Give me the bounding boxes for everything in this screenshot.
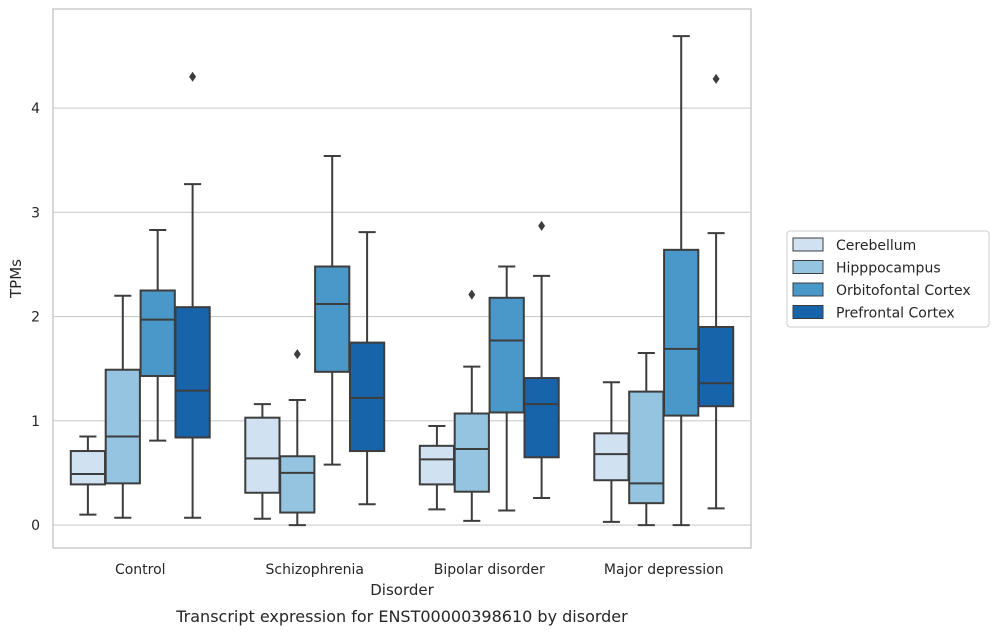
legend-label: Prefrontal Cortex (836, 306, 955, 322)
box-body (488, 296, 525, 414)
legend-label: Orbitofontal Cortex (836, 283, 971, 299)
y-tick-label: 1 (31, 414, 40, 430)
legend-swatch (792, 237, 824, 252)
box-hipppocampus-major-depression (628, 352, 665, 527)
box-prefrontal-cortex-major-depression (697, 73, 735, 510)
outlier-point (712, 73, 720, 84)
box-body (523, 377, 560, 459)
legend-swatch (792, 282, 824, 297)
box-body (697, 325, 735, 408)
y-tick-label: 3 (31, 205, 40, 221)
outlier-point (189, 71, 197, 82)
box-body (244, 416, 281, 494)
box-cerebellum-major-depression (593, 381, 630, 523)
box-cerebellum-control (69, 435, 107, 516)
plot-frame (52, 8, 752, 549)
legend-item-orbitofontal-cortex: Orbitofontal Cortex (792, 282, 971, 299)
x-axis-label: Disorder (370, 581, 434, 599)
box-body (418, 444, 456, 486)
chart-caption: Transcript expression for ENST0000039861… (175, 607, 628, 626)
box-series (69, 35, 735, 527)
outlier-point (468, 289, 476, 300)
box-body (104, 368, 141, 485)
box-body (139, 289, 176, 377)
box-body (453, 412, 490, 493)
box-orbitofontal-cortex-bipolar-disorder (488, 265, 525, 512)
box-body (174, 306, 211, 439)
legend: Cerebellum Hipppocampus Orbitofontal Corte… (786, 230, 990, 328)
legend-item-cerebellum: Cerebellum (792, 237, 916, 254)
legend-item-hipppocampus: Hipppocampus (792, 260, 941, 277)
x-tick-label-control: Control (115, 562, 166, 578)
box-prefrontal-cortex-bipolar-disorder (523, 220, 560, 499)
legend-item-prefrontal-cortex: Prefrontal Cortex (792, 305, 955, 322)
box-body (279, 455, 316, 514)
x-tick-label-major-depression: Major depression (604, 562, 724, 578)
box-hipppocampus-bipolar-disorder (453, 289, 490, 522)
box-body (663, 248, 700, 417)
x-tick-label-schizophrenia: Schizophrenia (266, 562, 364, 578)
outlier-point (293, 349, 301, 360)
outlier-point (538, 220, 546, 231)
legend-label: Hipppocampus (836, 261, 941, 277)
box-cerebellum-schizophrenia (244, 403, 281, 520)
box-cerebellum-bipolar-disorder (418, 425, 456, 511)
box-hipppocampus-control (104, 294, 141, 519)
box-prefrontal-cortex-schizophrenia (348, 231, 386, 506)
box-orbitofontal-cortex-control (139, 229, 176, 442)
x-axis-ticks: Control Schizophrenia Bipolar disorder Majo… (115, 562, 724, 578)
legend-swatch (792, 260, 824, 274)
box-body (348, 341, 386, 453)
y-tick-label: 2 (31, 310, 40, 326)
y-axis-label: TPMs (7, 259, 25, 299)
y-tick-label: 4 (31, 101, 40, 117)
box-prefrontal-cortex-control (174, 71, 211, 519)
legend-label: Cerebellum (836, 238, 916, 254)
box-hipppocampus-schizophrenia (279, 349, 316, 527)
legend-swatch (792, 305, 824, 319)
box-body (69, 450, 107, 486)
box-orbitofontal-cortex-schizophrenia (314, 155, 351, 466)
box-body (628, 390, 665, 505)
y-tick-label: 0 (31, 518, 40, 534)
box-orbitofontal-cortex-major-depression (663, 35, 700, 527)
box-body (314, 265, 351, 373)
legend-frame (786, 230, 990, 328)
x-tick-label-bipolar-disorder: Bipolar disorder (434, 562, 545, 578)
y-axis-ticks: 0 1 2 3 4 (31, 101, 40, 534)
box-body (593, 432, 630, 482)
